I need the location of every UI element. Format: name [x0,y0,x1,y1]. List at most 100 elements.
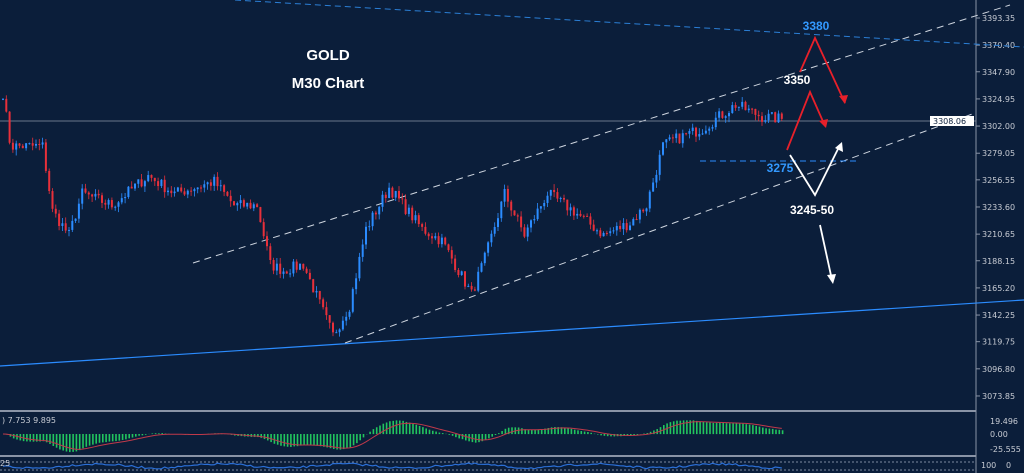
macd-bar [692,420,695,435]
candle [688,131,691,134]
macd-bar [286,434,289,447]
candle [767,113,770,121]
price-tick-label: 3096.80 [982,365,1015,374]
candle [582,215,585,217]
macd-bar [415,424,418,435]
candle [414,215,417,221]
macd-bar [280,434,282,446]
candle [266,236,268,247]
candle [87,192,90,195]
macd-bar [715,422,718,435]
macd-bar [458,434,460,439]
candle [134,183,136,189]
candle [173,191,176,194]
macd-bar [309,434,312,446]
candle [120,198,123,203]
macd-bar [521,428,523,435]
macd-bar [603,434,606,436]
candle [615,225,618,231]
candle [81,188,84,204]
candle [774,112,777,123]
macd-bar [154,433,157,435]
candle [526,227,529,237]
candle [200,187,202,189]
macd-bar [276,434,279,445]
candle [127,186,130,198]
candle [170,190,173,194]
candle [460,271,463,276]
candle [533,219,536,221]
candle [51,191,54,209]
candle [203,184,206,188]
candle [110,200,113,208]
macd-bar [771,428,774,435]
candle [332,322,334,333]
macd-bar [95,434,97,444]
macd-bar [606,434,609,437]
macd-bar [405,421,408,435]
arrows [786,35,848,284]
candle [219,185,222,187]
candle [747,108,750,111]
price-tick-label: 3324.95 [982,95,1015,104]
candle [8,111,11,143]
candle [54,208,57,214]
macd-panel [2,420,784,453]
macd-bar [141,434,144,436]
candle [384,194,387,199]
macd-bar [557,427,559,435]
upper-channel-line [192,4,1011,264]
white-arrow-up [789,144,841,197]
macd-bar [646,433,649,435]
macd-bar [418,425,421,435]
macd-bar [283,434,286,447]
macd-bar [507,427,510,435]
macd-bar [488,434,490,439]
candle [140,179,143,187]
candle [586,215,589,217]
macd-bar [319,434,322,447]
macd-bar [385,422,388,435]
candle [338,329,341,333]
candle [780,113,783,119]
macd-bar [580,430,583,435]
candle [510,201,513,211]
macd-signal-line [2,421,782,450]
candle [345,316,348,321]
macd-bar [702,421,705,435]
candle [44,142,47,171]
macd-bar [32,434,35,442]
candle [21,145,24,149]
candle [262,222,265,237]
macd-bar [775,429,777,435]
candle [94,193,97,197]
candle [275,263,278,271]
candle [454,258,457,271]
macd-bar [531,429,533,435]
annotation-3275: 3275 [767,161,794,175]
macd-bar [408,422,411,435]
macd-bar [682,420,685,435]
macd-bar [39,434,41,442]
macd-bar [115,434,117,442]
macd-bar [346,434,348,449]
candle [652,182,655,192]
macd-bar [686,420,688,435]
macd-bar [12,434,15,439]
annotation-3350: 3350 [784,73,811,87]
macd-bar [636,434,639,435]
macd-bar [587,432,589,435]
candle [596,230,598,232]
candle [698,134,701,137]
macd-bar [534,429,536,435]
candle [721,111,724,118]
candle [114,206,117,208]
macd-bar [329,434,332,449]
macd-bar [49,434,51,444]
macd-bar [375,427,378,435]
macd-bar [564,427,566,435]
macd-bar [504,428,507,435]
macd-bar [765,428,767,435]
